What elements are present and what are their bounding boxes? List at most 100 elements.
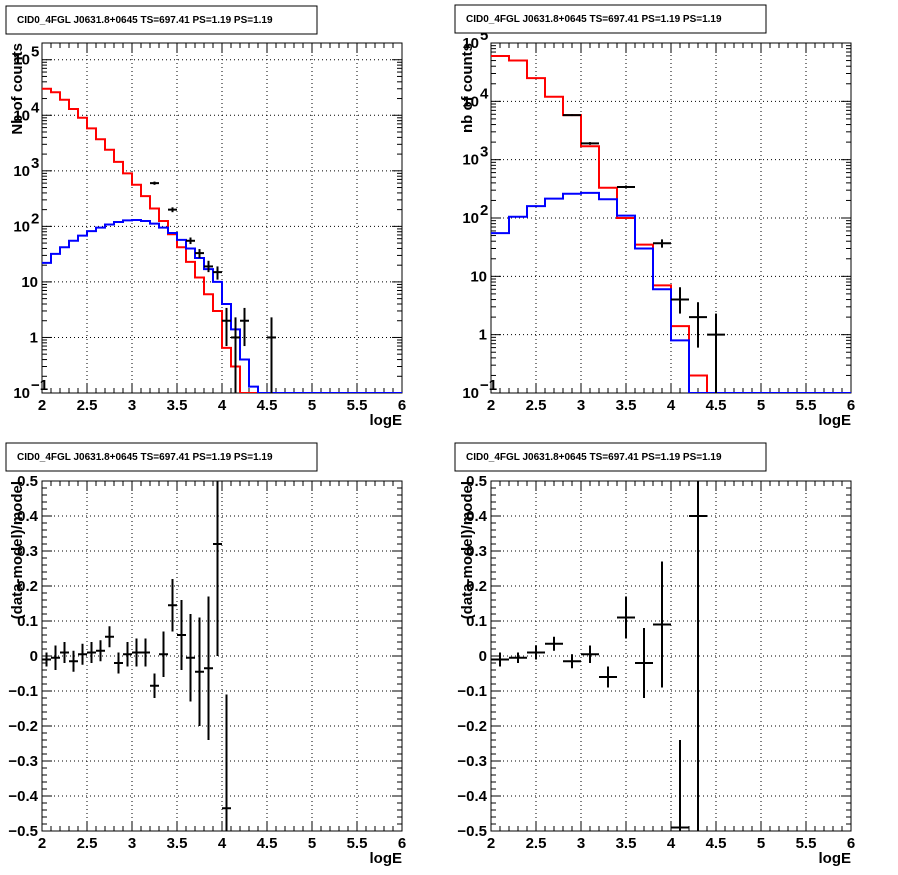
y-tick-label: 10 [462, 152, 479, 169]
chart-title: CID0_4FGL J0631.8+0645 TS=697.41 PS=1.19… [466, 452, 722, 463]
y-tick-exponent: −1 [31, 377, 48, 394]
y-tick-label: 0 [479, 648, 487, 665]
data-point [96, 640, 105, 662]
x-tick-label: 3.5 [167, 397, 188, 414]
y-tick-label: 10 [13, 218, 30, 235]
y-tick-exponent: 5 [31, 44, 39, 61]
data-point [69, 650, 78, 672]
data-point [653, 561, 671, 688]
chart-title: CID0_4FGL J0631.8+0645 TS=697.41 PS=1.19… [466, 14, 722, 25]
chart-title: CID0_4FGL J0631.8+0645 TS=697.41 PS=1.19… [17, 15, 273, 26]
y-tick-exponent: 2 [31, 210, 39, 227]
x-tick-label: 2.5 [77, 397, 98, 414]
x-tick-label: 2 [38, 835, 46, 852]
x-tick-label: 4 [667, 397, 676, 414]
x-tick-label: 5.5 [347, 835, 368, 852]
data-point [213, 266, 222, 280]
data-point [671, 740, 689, 831]
y-tick-exponent: 3 [31, 155, 39, 172]
data-point [141, 638, 150, 667]
data-layer [491, 54, 851, 393]
data-point [150, 181, 159, 185]
y-tick-label: 0.3 [466, 543, 487, 560]
data-point [617, 185, 635, 189]
x-tick-label: 6 [398, 835, 406, 852]
y-axis-title: (data-model)/model [459, 481, 476, 619]
y-tick-exponent: 3 [480, 144, 488, 161]
data-point [87, 642, 96, 663]
data-point [581, 645, 599, 663]
x-tick-label: 6 [398, 397, 406, 414]
data-point [491, 652, 509, 667]
x-tick-label: 2 [487, 397, 495, 414]
y-tick-exponent: 4 [480, 85, 489, 102]
y-tick-label: 0 [30, 648, 38, 665]
y-tick-label: −0.5 [457, 823, 487, 840]
data-point [195, 249, 204, 258]
data-point [707, 313, 725, 393]
data-point [114, 652, 123, 674]
x-tick-label: 3 [577, 397, 585, 414]
data-point [635, 628, 653, 698]
x-tick-label: 4.5 [257, 835, 278, 852]
x-tick-label: 5 [757, 397, 765, 414]
x-tick-label: 3 [128, 397, 136, 414]
y-tick-label: 1 [479, 327, 487, 344]
x-tick-label: 5.5 [347, 397, 368, 414]
y-axis-title: (data-model)/model [9, 481, 26, 619]
y-tick-label: 10 [21, 274, 38, 291]
chart-panel-3: 2 2.5 3 3.5 4 4.5 5 5.5 6 −0.5 −0.4 −0.3 −0.2 −0.1 0 0.… [5, 442, 406, 867]
data-point [51, 645, 60, 670]
data-point [617, 596, 635, 639]
x-tick-label: 4 [218, 835, 227, 852]
chart-title-box [454, 442, 767, 472]
x-axis-title: logE [819, 412, 852, 429]
x-tick-label: 5.5 [796, 835, 817, 852]
x-tick-label: 5.5 [796, 397, 817, 414]
data-point [186, 614, 195, 702]
data-point [168, 579, 177, 632]
data-point [581, 142, 599, 145]
x-tick-label: 2.5 [526, 397, 547, 414]
y-tick-label: −0.2 [457, 718, 487, 735]
chart-title-box [5, 442, 318, 472]
y-tick-label: 10 [470, 268, 487, 285]
data-point [105, 626, 114, 648]
data-point [267, 317, 276, 393]
histogram-series-1 [491, 54, 851, 393]
y-tick-label: −0.2 [8, 718, 38, 735]
y-tick-label: 0.2 [17, 578, 38, 595]
x-tick-label: 4.5 [257, 397, 278, 414]
data-layer [491, 481, 707, 831]
data-layer [42, 481, 231, 831]
data-layer [42, 87, 402, 393]
x-tick-label: 4 [667, 835, 676, 852]
x-tick-label: 3 [128, 835, 136, 852]
data-point [123, 642, 132, 667]
x-tick-label: 6 [847, 835, 855, 852]
y-tick-label: 1 [30, 329, 38, 346]
y-tick-label: 0.1 [466, 613, 487, 630]
data-point [42, 652, 51, 667]
y-tick-label: 0.2 [466, 578, 487, 595]
y-tick-label: −0.4 [8, 788, 38, 805]
data-point [168, 207, 177, 213]
x-tick-label: 3 [577, 835, 585, 852]
y-tick-label: −0.5 [8, 823, 38, 840]
x-tick-label: 3.5 [616, 835, 637, 852]
y-axis-title: Nb of counts [9, 43, 26, 135]
data-point [159, 631, 168, 677]
y-tick-label: −0.3 [457, 753, 487, 770]
data-point [222, 694, 231, 831]
data-point [545, 636, 563, 651]
x-tick-label: 4.5 [706, 835, 727, 852]
y-tick-exponent: 2 [480, 202, 488, 219]
x-axis-title: logE [370, 412, 403, 429]
data-point [563, 114, 581, 117]
data-point [231, 317, 240, 393]
data-point [186, 237, 195, 245]
x-tick-label: 2 [38, 397, 46, 414]
y-tick-label: 10 [13, 385, 30, 402]
